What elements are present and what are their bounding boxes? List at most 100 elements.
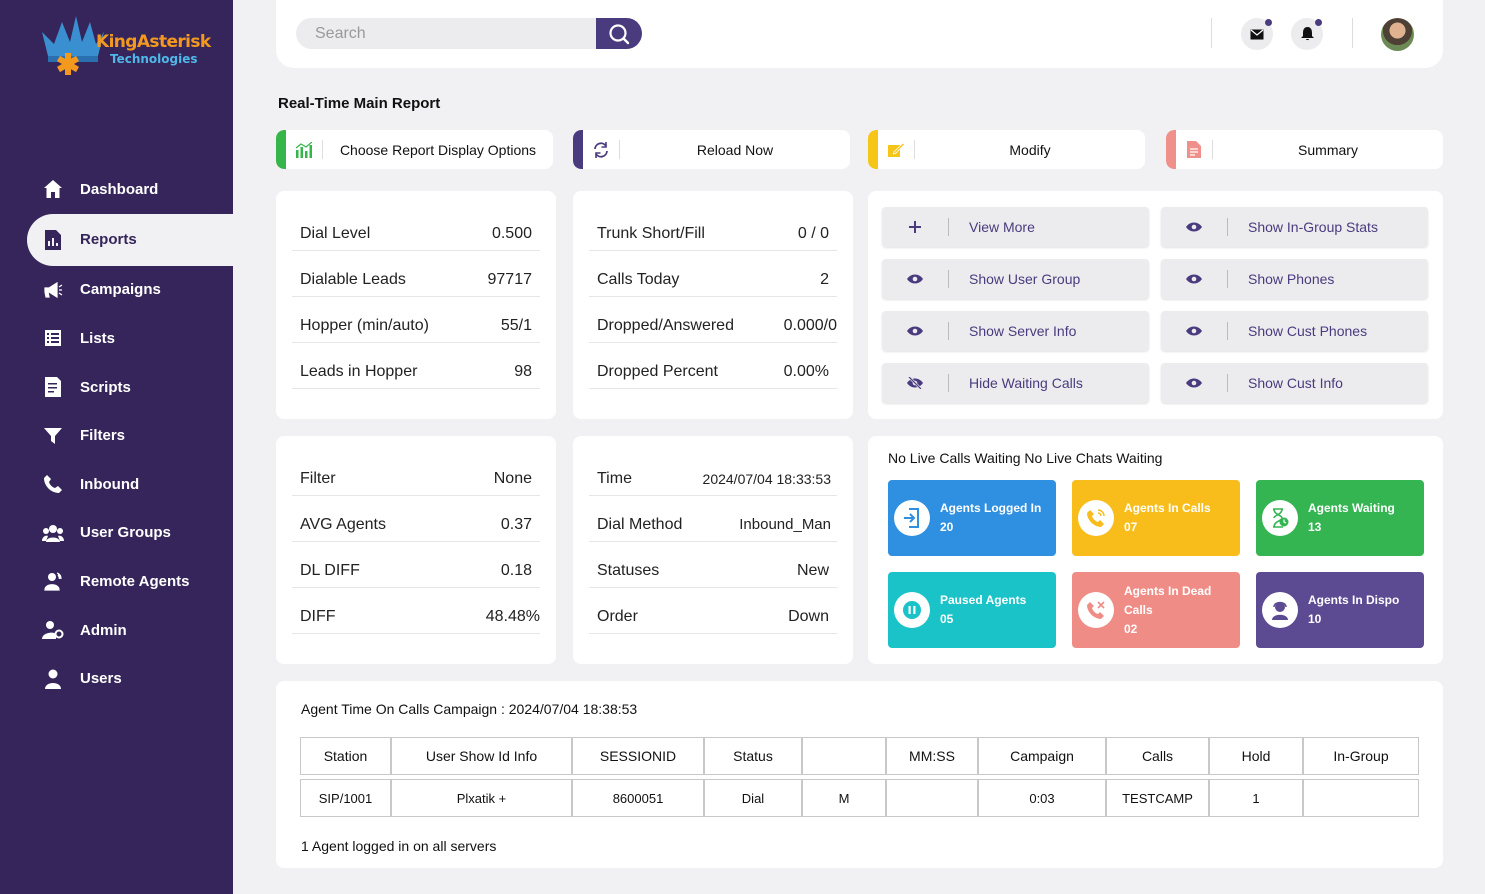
tile-value: 02 [1124,621,1138,636]
user-icon [42,668,64,690]
avatar[interactable] [1381,18,1414,51]
sidebar-item-reports[interactable]: Reports [27,213,233,266]
stat-value: 0.00% [783,362,829,380]
stat-row: DL DIFF 0.18 [292,554,540,588]
tile-paused-agents[interactable]: Paused Agents 05 [888,572,1056,648]
mail-button[interactable] [1241,18,1273,50]
agents-logged-in-summary: 1 Agent logged in on all servers [301,838,497,854]
column-header: Calls [1106,737,1209,775]
table-cell: SIP/1001 [300,779,391,817]
search-input[interactable] [296,18,602,49]
sidebar-item-remote-agents[interactable]: Remote Agents [0,557,233,606]
table-row[interactable]: SIP/1001 Plxatik + 8600051 Dial M 0:03 T… [300,779,1419,817]
notification-dot [1265,19,1272,26]
stat-label: Leads in Hopper [300,362,418,380]
column-header: Campaign [978,737,1106,775]
control-label: Show Server Info [969,323,1077,339]
show-user-group-button[interactable]: Show User Group [882,259,1149,299]
stat-row: DIFF 48.48% [292,600,540,634]
stat-label: Calls Today [597,270,680,288]
reload-now-button[interactable]: Reload Now [573,130,850,169]
hourglass-icon [1262,500,1298,536]
pause-icon [894,592,930,628]
hide-waiting-calls-button[interactable]: Hide Waiting Calls [882,363,1149,403]
phone-icon [42,473,64,495]
stat-value: 0.37 [500,515,532,533]
table-cell [1303,779,1419,817]
stat-label: DIFF [300,607,336,625]
brand-logo[interactable]: KingAsterisk Technologies [38,12,211,82]
sidebar-item-label: Admin [80,621,127,639]
tile-value: 07 [1124,520,1138,534]
tile-agents-logged-in[interactable]: Agents Logged In 20 [888,480,1056,556]
view-more-button[interactable]: View More [882,207,1149,247]
table-cell: Dial [704,779,802,817]
sidebar-item-inbound[interactable]: Inbound [0,460,233,509]
control-label: Hide Waiting Calls [969,375,1083,391]
mail-icon [1250,29,1264,39]
notifications-button[interactable] [1291,18,1323,50]
tile-agents-in-dispo[interactable]: Agents In Dispo 10 [1256,572,1424,648]
display-controls-card: View More Show In-Group Stats Show User … [868,191,1443,419]
tile-agents-in-dead-calls[interactable]: Agents In Dead Calls 02 [1072,572,1240,648]
sidebar-item-label: Dashboard [80,180,159,198]
sidebar-item-scripts[interactable]: Scripts [0,363,233,412]
live-status-title: No Live Calls Waiting No Live Chats Wait… [888,450,1163,466]
agent-icon [1262,592,1298,628]
stat-row: Trunk Short/Fill 0 / 0 [589,217,837,251]
separator [1227,218,1228,236]
divider [1211,18,1212,48]
eye-icon [1161,222,1227,232]
document-icon [1176,130,1212,169]
page-title: Real-Time Main Report [278,95,441,112]
sidebar-item-label: Campaigns [80,281,161,299]
sidebar-item-admin[interactable]: Admin [0,606,233,655]
megaphone-icon [42,279,64,301]
modify-button[interactable]: Modify [868,130,1145,169]
stat-row: Dial Level 0.500 [292,217,540,251]
filter-icon [42,425,64,447]
choose-report-options-button[interactable]: Choose Report Display Options [276,130,553,169]
show-server-info-button[interactable]: Show Server Info [882,311,1149,351]
table-cell: Plxatik + [391,779,572,817]
tile-label: Agents In Calls [1124,501,1211,515]
stat-label: Dial Method [597,515,683,533]
sidebar-item-lists[interactable]: Lists [0,314,233,363]
show-phones-button[interactable]: Show Phones [1161,259,1428,299]
stat-value: Down [788,607,829,625]
tile-agents-waiting[interactable]: Agents Waiting 13 [1256,480,1424,556]
stat-label: Filter [300,469,336,487]
list-icon [42,327,64,349]
control-label: View More [969,219,1035,235]
sidebar-item-user-groups[interactable]: User Groups [0,509,233,558]
summary-button[interactable]: Summary [1166,130,1443,169]
admin-icon [42,619,64,641]
tile-agents-in-calls[interactable]: Agents In Calls 07 [1072,480,1240,556]
show-cust-phones-button[interactable]: Show Cust Phones [1161,311,1428,351]
sidebar-item-users[interactable]: Users [0,654,233,703]
sidebar-item-campaigns[interactable]: Campaigns [0,266,233,315]
control-label: Show Cust Info [1248,375,1343,391]
stat-label: Dial Level [300,224,371,242]
stat-row: Dial Method Inbound_Man [589,508,837,542]
agent-time-card: Agent Time On Calls Campaign : 2024/07/0… [276,681,1443,868]
filter-stats-card: Filter None AVG Agents 0.37 DL DIFF 0.18 DI… [276,436,556,664]
phone-call-icon [1078,500,1114,536]
tile-label: Agents Waiting [1308,501,1395,515]
column-header: SESSIONID [572,737,704,775]
plus-icon [882,221,948,233]
sidebar-item-dashboard[interactable]: Dashboard [0,165,233,214]
search-button[interactable] [596,18,642,49]
column-header: User Show Id Info [391,737,572,775]
tile-label: Agents In Dead Calls [1124,583,1212,617]
show-in-group-stats-button[interactable]: Show In-Group Stats [1161,207,1428,247]
sidebar-item-filters[interactable]: Filters [0,411,233,460]
eye-slash-icon [882,377,948,389]
stat-value: 0 / 0 [797,224,829,242]
table-cell [886,779,978,817]
tile-label: Agents Logged In [940,501,1042,515]
control-label: Show Phones [1248,271,1335,287]
show-cust-info-button[interactable]: Show Cust Info [1161,363,1428,403]
stat-value: 0.000/0 [783,316,837,334]
stat-row: Statuses New [589,554,837,588]
